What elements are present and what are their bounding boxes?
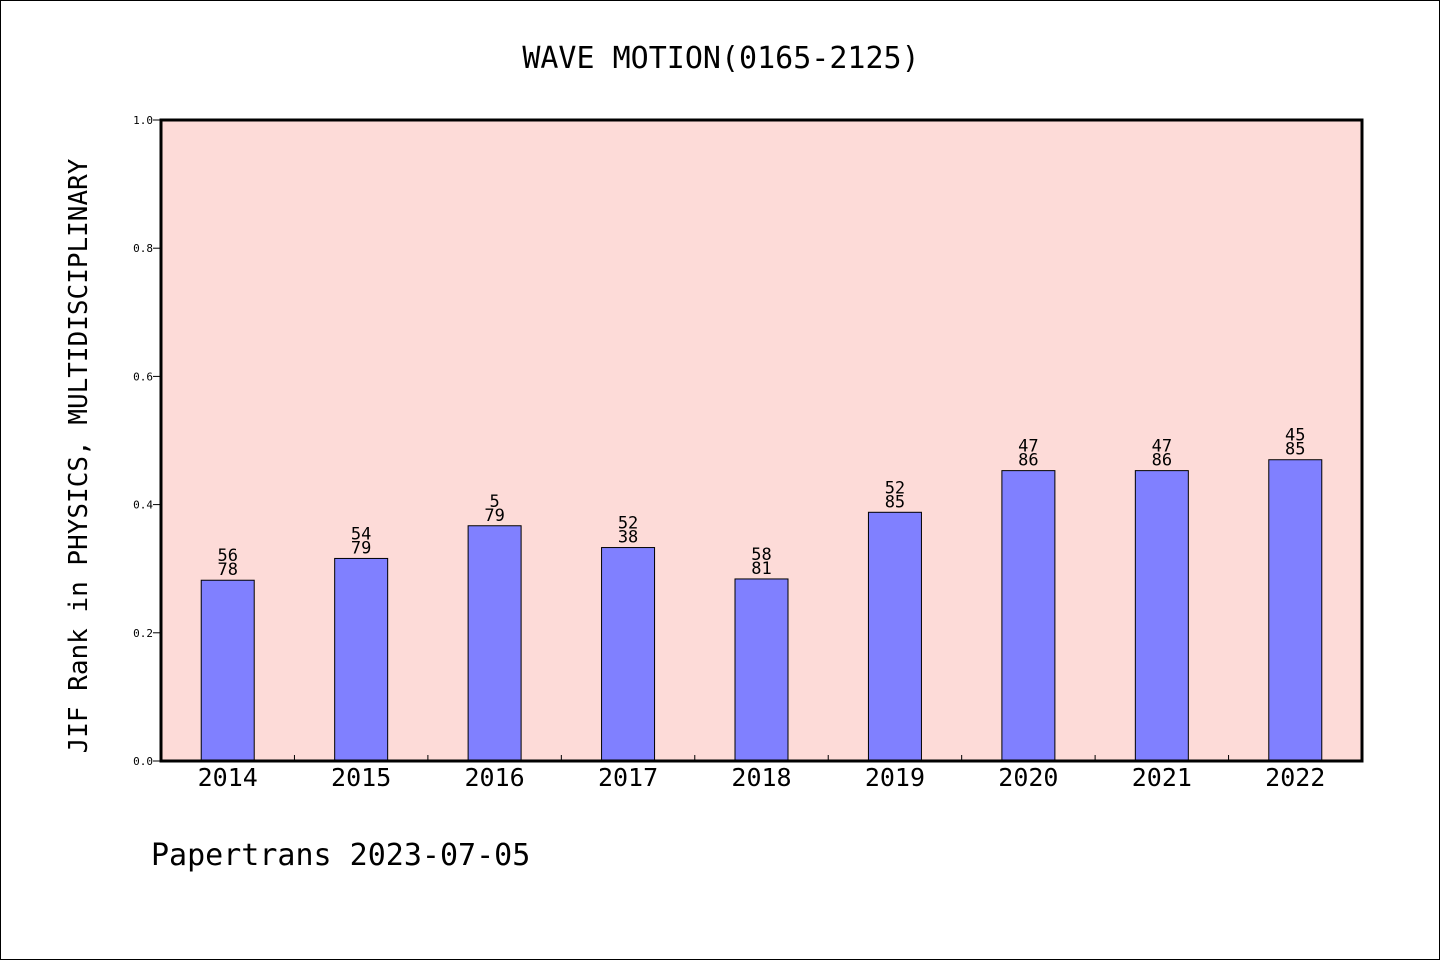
bar (1268, 459, 1323, 762)
y-tick-label: 1.0 (133, 114, 153, 127)
bar-label-rank: 52 (618, 514, 638, 534)
x-tick-label: 2015 (331, 763, 391, 792)
x-tick-label: 2016 (465, 763, 525, 792)
y-axis-label: JIF Rank in PHYSICS, MULTIDISCIPLINARY (64, 158, 94, 753)
chart-title: WAVE MOTION(0165-2125) (522, 41, 919, 76)
bar-label-total: 81 (751, 559, 771, 579)
y-tick-label: 0.6 (133, 370, 153, 383)
bar-label-rank: 45 (1285, 426, 1305, 446)
bar (734, 578, 789, 762)
x-tick-label: 2018 (731, 763, 791, 792)
bar-series (200, 459, 1323, 762)
bar-label-total: 79 (351, 538, 371, 558)
y-axis-ticks: 0.0 0.2 0.4 0.6 0.8 1.0 (133, 114, 161, 768)
x-tick-label: 2020 (998, 763, 1058, 792)
bar (334, 557, 389, 762)
bar (200, 579, 255, 762)
bar-label-total: 86 (1018, 451, 1038, 471)
bar-label-rank: 56 (217, 546, 237, 566)
x-tick-label: 2017 (598, 763, 658, 792)
bar-label-total: 38 (618, 528, 638, 548)
x-tick-label: 2021 (1132, 763, 1192, 792)
bar (1001, 470, 1056, 762)
y-tick-label: 0.2 (133, 627, 153, 640)
x-tick-label: 2022 (1265, 763, 1325, 792)
x-axis-ticks: 2014 2015 2016 2017 2018 2019 2020 2021 2022 (198, 755, 1325, 792)
plot-border (159, 118, 1364, 763)
footer-credit: Papertrans 2023-07-05 (151, 838, 530, 873)
bar (601, 547, 656, 762)
bar-label-total: 86 (1152, 451, 1172, 471)
bar-label-rank: 58 (751, 545, 771, 565)
y-tick-label: 0.4 (133, 499, 153, 512)
bar (867, 511, 922, 762)
bar-label-rank: 47 (1018, 437, 1038, 457)
bar-label-rank: 54 (351, 524, 371, 544)
bar-label-total: 85 (1285, 440, 1305, 460)
y-tick-label: 0.8 (133, 242, 153, 255)
bar-label-total: 78 (217, 560, 237, 580)
bar-label-rank: 47 (1152, 437, 1172, 457)
bar (467, 525, 522, 762)
bar (1134, 470, 1189, 762)
bar-label-rank: 5 (489, 492, 499, 512)
bar-label-total: 79 (484, 506, 504, 526)
y-tick-label: 0.0 (133, 755, 153, 768)
x-tick-label: 2019 (865, 763, 925, 792)
bar-label-total: 85 (885, 492, 905, 512)
bar-label-rank: 52 (885, 478, 905, 498)
x-tick-label: 2014 (198, 763, 258, 792)
